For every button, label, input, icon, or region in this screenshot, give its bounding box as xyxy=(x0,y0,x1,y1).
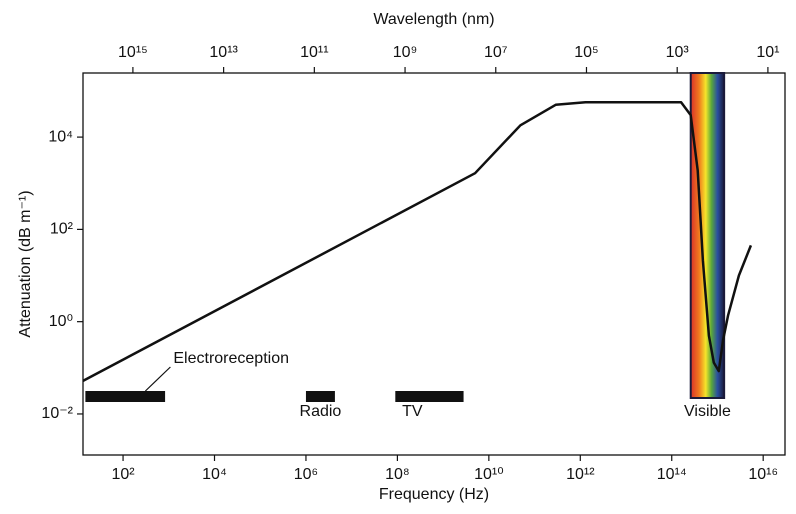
band-bar xyxy=(395,391,464,402)
x2-tick-label: 10¹ xyxy=(756,44,779,61)
x-tick-label: 10⁶ xyxy=(294,466,318,483)
x2-tick-label: 10¹⁵ xyxy=(118,44,148,61)
band-label: Visible xyxy=(684,403,731,420)
y-axis-label: Attenuation (dB m⁻¹) xyxy=(17,190,34,337)
x-tick-label: 10¹⁶ xyxy=(748,466,778,483)
x2-tick-label: 10⁷ xyxy=(484,44,508,61)
x-tick-label: 10⁴ xyxy=(202,466,227,483)
x-tick-label: 10² xyxy=(111,466,135,483)
x-tick-label: 10¹⁴ xyxy=(657,466,687,483)
y-tick-label: 10⁻² xyxy=(41,405,73,422)
x2-tick-label: 10³ xyxy=(666,44,690,61)
x2-tick-label: 10⁹ xyxy=(393,44,418,61)
x2-tick-label: 10¹¹ xyxy=(300,44,328,61)
x-tick-label: 10¹⁰ xyxy=(474,466,504,483)
band-label: Radio xyxy=(300,403,342,420)
leader-line xyxy=(144,366,171,392)
band-label: Electroreception xyxy=(173,350,289,367)
x-axis-label: Frequency (Hz) xyxy=(379,486,489,503)
band-label: TV xyxy=(402,403,423,420)
y-tick-label: 10² xyxy=(50,221,74,238)
x2-axis-label: Wavelength (nm) xyxy=(373,11,494,28)
band-bar xyxy=(305,391,335,402)
visible-band xyxy=(689,72,726,399)
y-tick-label: 10⁰ xyxy=(49,313,73,330)
x2-tick-label: 10¹³ xyxy=(209,44,238,61)
band-bar xyxy=(85,391,166,402)
plot-frame xyxy=(82,72,786,456)
x-tick-label: 10⁸ xyxy=(385,466,410,483)
x2-tick-label: 10⁵ xyxy=(574,44,598,61)
x-tick-label: 10¹² xyxy=(566,466,595,483)
y-tick-label: 10⁴ xyxy=(48,128,73,145)
attenuation-curve xyxy=(82,100,753,383)
